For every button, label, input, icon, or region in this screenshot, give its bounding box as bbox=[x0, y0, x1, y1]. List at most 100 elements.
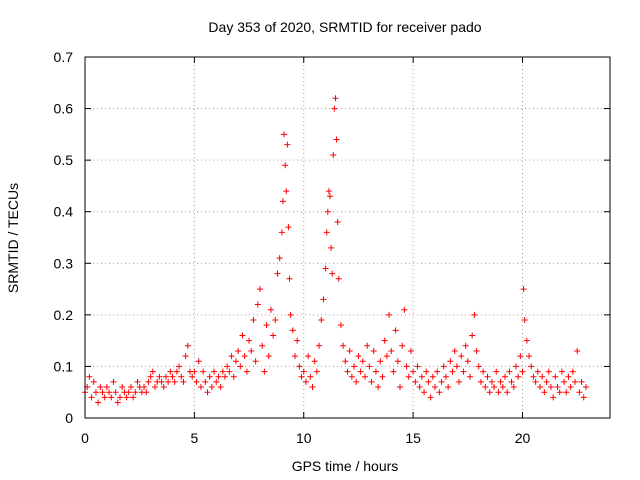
data-point bbox=[309, 384, 316, 391]
data-point bbox=[521, 317, 528, 324]
data-point bbox=[176, 363, 183, 370]
data-point bbox=[348, 373, 355, 380]
data-point bbox=[574, 347, 581, 354]
data-point bbox=[222, 373, 228, 380]
data-point bbox=[259, 342, 266, 349]
y-tick-label: 0 bbox=[65, 410, 73, 426]
data-point bbox=[254, 301, 261, 308]
data-point bbox=[508, 378, 515, 385]
data-point bbox=[180, 378, 187, 385]
data-point bbox=[278, 229, 285, 236]
data-point bbox=[158, 378, 165, 385]
data-point bbox=[539, 373, 546, 380]
data-point bbox=[383, 353, 390, 360]
data-point bbox=[224, 363, 231, 370]
y-tick-label: 0.2 bbox=[54, 307, 74, 323]
data-point bbox=[370, 347, 377, 354]
data-point bbox=[372, 368, 379, 375]
data-point bbox=[206, 373, 213, 380]
data-point bbox=[99, 389, 106, 396]
data-point bbox=[394, 358, 401, 365]
data-point bbox=[143, 389, 150, 396]
y-tick-label: 0.1 bbox=[54, 358, 74, 374]
data-point bbox=[106, 389, 113, 396]
data-point bbox=[340, 342, 347, 349]
data-point bbox=[270, 332, 277, 339]
data-point bbox=[364, 342, 371, 349]
data-point bbox=[318, 317, 325, 324]
data-point bbox=[569, 368, 576, 375]
data-point bbox=[145, 378, 152, 385]
data-point bbox=[261, 368, 268, 375]
data-point bbox=[440, 363, 447, 370]
data-point bbox=[438, 378, 445, 385]
data-point bbox=[283, 188, 290, 195]
data-point bbox=[480, 368, 487, 375]
data-point bbox=[285, 224, 292, 231]
data-point bbox=[332, 95, 339, 102]
data-point bbox=[375, 384, 382, 391]
data-point bbox=[152, 384, 158, 391]
data-point bbox=[331, 105, 338, 112]
data-point bbox=[425, 378, 432, 385]
data-point bbox=[464, 358, 471, 365]
data-point bbox=[300, 368, 307, 375]
data-point bbox=[344, 368, 351, 375]
data-point bbox=[462, 342, 469, 349]
data-point bbox=[523, 337, 530, 344]
data-point bbox=[208, 384, 215, 391]
data-point bbox=[366, 363, 373, 370]
data-point bbox=[95, 399, 102, 406]
data-point bbox=[458, 353, 465, 360]
data-point bbox=[414, 363, 421, 370]
data-point bbox=[427, 394, 434, 401]
data-point bbox=[519, 368, 526, 375]
data-point bbox=[178, 373, 185, 380]
data-point bbox=[265, 353, 272, 360]
data-point bbox=[405, 373, 412, 380]
data-point bbox=[298, 373, 305, 380]
data-point bbox=[390, 368, 397, 375]
data-point bbox=[377, 358, 384, 365]
data-point bbox=[230, 373, 237, 380]
data-point bbox=[499, 384, 506, 391]
y-tick-label: 0.7 bbox=[54, 49, 74, 65]
data-point bbox=[217, 384, 224, 391]
data-point bbox=[510, 384, 517, 391]
data-point bbox=[296, 363, 303, 370]
data-point bbox=[565, 373, 572, 380]
data-point bbox=[337, 322, 344, 329]
data-point bbox=[132, 389, 139, 396]
data-point bbox=[368, 378, 375, 385]
data-point bbox=[467, 373, 473, 380]
data-point bbox=[279, 198, 286, 205]
data-point bbox=[429, 373, 436, 380]
data-point bbox=[576, 389, 583, 396]
data-point bbox=[456, 378, 463, 385]
data-point bbox=[399, 342, 406, 349]
data-point bbox=[284, 141, 291, 148]
data-point bbox=[397, 384, 403, 391]
data-point bbox=[108, 394, 115, 401]
x-axis-label: GPS time / hours bbox=[292, 458, 399, 474]
data-point bbox=[239, 332, 246, 339]
data-point bbox=[578, 378, 585, 385]
x-tick-label: 10 bbox=[296, 430, 312, 446]
data-point bbox=[342, 358, 349, 365]
data-point bbox=[530, 373, 537, 380]
data-point bbox=[130, 394, 137, 401]
data-point bbox=[127, 384, 134, 391]
data-point bbox=[257, 286, 263, 293]
data-point bbox=[534, 368, 541, 375]
data-point bbox=[182, 353, 189, 360]
data-point bbox=[403, 363, 410, 370]
data-point bbox=[410, 368, 417, 375]
data-point bbox=[117, 394, 123, 401]
data-point bbox=[134, 378, 141, 385]
data-point bbox=[517, 353, 524, 360]
data-point bbox=[379, 373, 386, 380]
data-point bbox=[572, 378, 578, 385]
x-tick-label: 20 bbox=[515, 430, 531, 446]
data-point bbox=[550, 394, 557, 401]
data-point bbox=[287, 311, 294, 318]
